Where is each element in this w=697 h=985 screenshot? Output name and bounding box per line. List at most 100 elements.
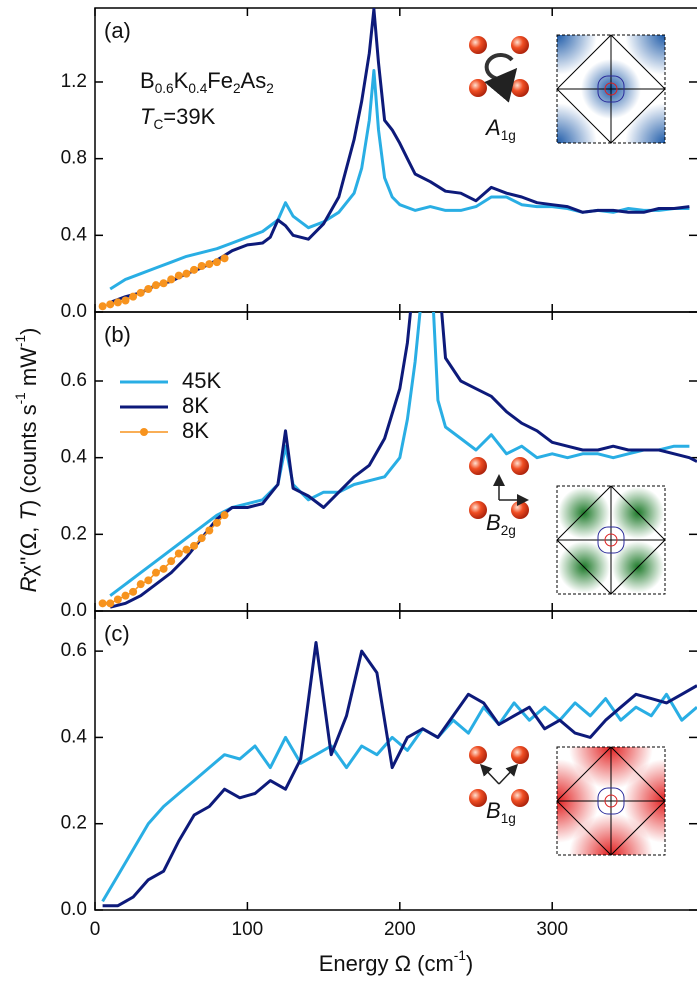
y-tick-label: 0.4 (61, 447, 88, 468)
symmetry-label-part: 1g (501, 811, 516, 826)
symmetry-label: B1g (486, 798, 516, 826)
tc-label-part: C (153, 117, 163, 132)
y-axis-title-part: mW (16, 347, 41, 392)
x-axis-title-part: -1 (454, 948, 466, 963)
series-marker (182, 545, 191, 554)
y-tick-label: 0.6 (61, 370, 87, 391)
tc-label-part: =39K (163, 104, 215, 129)
x-tick-label: 300 (536, 919, 568, 940)
y-tick-label: 1.2 (61, 71, 87, 92)
series-marker (129, 292, 138, 301)
series-marker (129, 587, 138, 596)
symmetry-label-part: A (484, 115, 501, 140)
x-axis-title-part: Energy Ω (cm (319, 951, 454, 976)
series-marker (159, 279, 168, 288)
legend-label: 8K (182, 393, 209, 418)
y-tick-label: 0.8 (61, 148, 87, 169)
series-marker (151, 281, 160, 290)
series-marker (121, 296, 130, 305)
symmetry-label-part: 1g (501, 128, 516, 143)
series-marker (106, 599, 115, 608)
panel-label: (c) (104, 621, 130, 646)
x-tick-label: 100 (232, 919, 264, 940)
symmetry-label: A1g (484, 115, 516, 143)
series-marker (98, 302, 107, 311)
series-marker (190, 541, 199, 550)
formula-part: 0.4 (188, 81, 207, 96)
x-axis-title: Energy Ω (cm-1) (319, 948, 473, 976)
series-marker (197, 534, 206, 543)
panel-label: (b) (104, 322, 131, 347)
y-tick-label: 0.0 (61, 600, 87, 621)
plot-area (98, 8, 690, 311)
y-tick-label: 0.2 (61, 523, 87, 544)
series-marker (167, 275, 176, 284)
series-marker (144, 284, 153, 293)
formula: B0.6K0.4Fe2As2 (140, 68, 274, 96)
series-marker (182, 269, 191, 278)
series-marker (113, 595, 122, 604)
inset-a (469, 34, 666, 144)
series-line (101, 692, 697, 903)
legend-label: 8K (182, 418, 209, 443)
y-tick-label: 0.0 (61, 301, 87, 322)
plot-area (101, 641, 697, 908)
plot-frame (94, 610, 697, 911)
symmetry-label-part: 2g (501, 523, 516, 538)
y-axis-title: Rχ''(Ω, T) (counts s-1 mW-1) (13, 328, 41, 593)
series-marker (220, 254, 229, 263)
y-axis-title-part: -1 (13, 392, 28, 404)
series-marker (205, 526, 214, 535)
y-axis-title-part: T (16, 506, 41, 521)
series-marker (113, 298, 122, 307)
symmetry-label-part: B (486, 510, 501, 535)
series-marker (106, 300, 115, 309)
formula-part: K (174, 68, 189, 93)
y-axis-title-part: R (16, 576, 41, 592)
series-marker (98, 599, 107, 608)
formula-part: As (241, 68, 267, 93)
formula-part: 2 (233, 81, 241, 96)
formula-part: 0.6 (155, 81, 174, 96)
panel-label: (a) (104, 18, 131, 43)
legend-label: 45K (182, 368, 221, 393)
series-marker (144, 576, 153, 585)
series-line (102, 641, 697, 908)
series-marker (174, 549, 183, 558)
y-axis-title-part: χ''(Ω, (16, 521, 41, 577)
formula-part: B (140, 68, 155, 93)
series-marker (220, 511, 229, 520)
series-marker (159, 564, 168, 573)
series-line (109, 312, 697, 609)
y-tick-label: 0.6 (61, 640, 87, 661)
y-tick-label: 0.0 (61, 899, 87, 920)
series-marker (212, 258, 221, 267)
symmetry-label: B2g (486, 510, 516, 538)
symmetry-label-part: B (486, 798, 501, 823)
inset-c (469, 746, 666, 856)
tc-label: TC=39K (140, 104, 216, 132)
series-marker (212, 518, 221, 527)
series-marker (136, 580, 145, 589)
series-marker (205, 260, 214, 269)
tc-label-part: T (140, 104, 155, 129)
y-tick-label: 0.2 (61, 813, 87, 834)
y-tick-label: 0.4 (61, 726, 88, 747)
formula-part: 2 (266, 81, 274, 96)
plot-area (98, 312, 697, 609)
series-marker (151, 568, 160, 577)
series-marker (190, 265, 199, 274)
series-marker (121, 591, 130, 600)
inset-b (469, 457, 666, 595)
x-tick-label: 0 (90, 919, 101, 940)
series-marker (136, 288, 145, 297)
series-line (109, 312, 690, 597)
y-tick-label: 0.4 (61, 224, 88, 245)
x-axis-title-part: ) (466, 951, 473, 976)
series-marker (174, 271, 183, 280)
y-axis-title-part: -1 (13, 335, 28, 347)
x-tick-label: 200 (384, 919, 416, 940)
series-marker (197, 261, 206, 270)
formula-part: Fe (207, 68, 233, 93)
